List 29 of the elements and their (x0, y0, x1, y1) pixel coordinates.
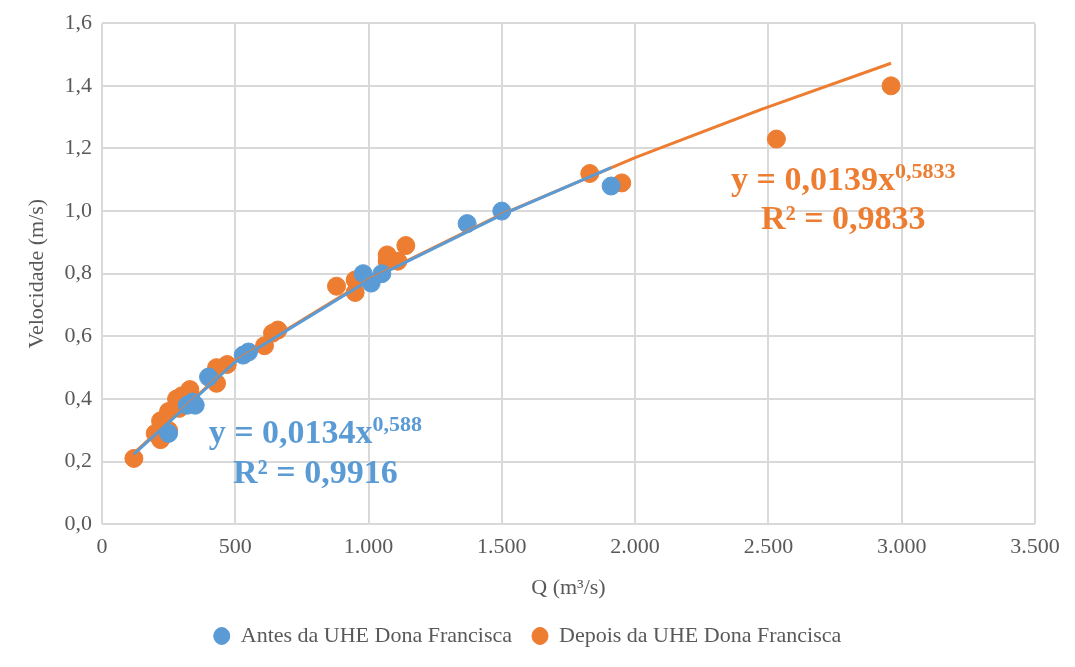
x-tick-label: 1.500 (477, 533, 527, 559)
y-tick-label: 0,2 (64, 447, 92, 473)
point (601, 176, 621, 196)
y-tick-label: 1,0 (64, 196, 92, 222)
annotation: y = 0,0139x$^{0,5833}$ R² = 0,9833 (731, 157, 956, 238)
x-tick-label: 0 (96, 533, 108, 559)
point (396, 236, 416, 256)
legend-label: Antes da UHE Dona Francisca (240, 621, 513, 647)
y-tick-label: 0,8 (64, 259, 92, 285)
y-tick-label: 0,6 (64, 322, 92, 348)
x-tick-label: 2.500 (743, 533, 794, 559)
x-tick-label: 1.000 (343, 533, 394, 559)
y-tick-label: 0,4 (64, 384, 92, 410)
y-axis-title: Velocidade (m/s) (22, 198, 48, 349)
y-tick-label: 0,0 (64, 509, 92, 535)
point (124, 448, 144, 468)
x-tick-label: 500 (218, 533, 252, 559)
point (327, 276, 347, 296)
x-tick-label: 3.000 (876, 533, 927, 559)
annotation: y = 0,0134x$^{0,588}$ R² = 0,9916 (208, 411, 423, 491)
y-tick-label: 1,4 (64, 71, 92, 97)
x-tick-label: 2.000 (610, 533, 660, 559)
x-tick-label: 3.500 (1010, 533, 1060, 559)
y-tick-label: 1,6 (64, 8, 92, 34)
point (881, 76, 901, 96)
point (766, 129, 786, 149)
legend-label: Depois da UHE Dona Francisca (559, 621, 842, 647)
x-axis-title: Q (m³/s) (531, 573, 606, 599)
y-tick-label: 1,2 (64, 134, 92, 160)
